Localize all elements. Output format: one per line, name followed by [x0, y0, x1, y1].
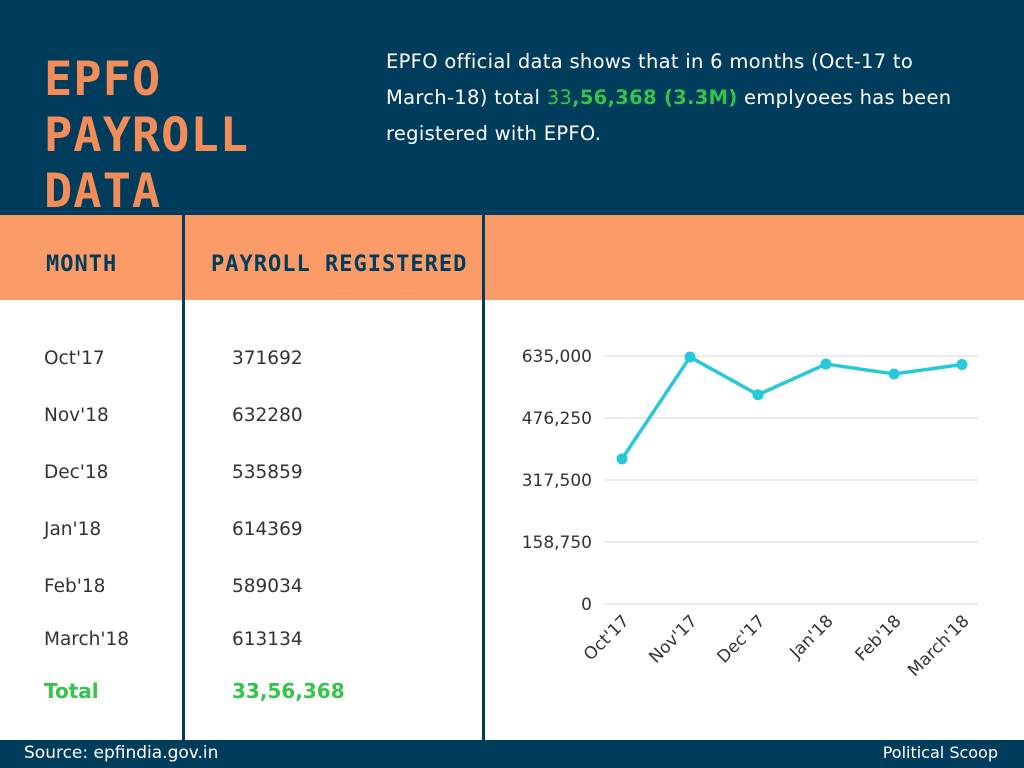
table-row-value: 535859 — [232, 462, 303, 483]
table-row-value: 371692 — [232, 348, 303, 369]
table-row-month: Dec'18 — [44, 462, 109, 483]
data-point — [684, 351, 696, 363]
column-header-band — [0, 215, 1024, 300]
table-row-month: Jan'18 — [44, 519, 102, 540]
table-row-month: Nov'18 — [44, 405, 109, 426]
summary-total-part2: ,56,368 (3.3M) — [572, 86, 738, 109]
table-row-month: Oct'17 — [44, 348, 105, 369]
summary-text-end: emplyoees has been registered with EPFO. — [386, 86, 952, 145]
page-title: EPFO PAYROLL DATA — [44, 52, 250, 219]
table-row-month: March'18 — [44, 629, 130, 650]
x-tick-label: Feb'18 — [852, 611, 906, 665]
y-tick-label: 476,250 — [522, 409, 592, 429]
source-text: Source: epfindia.gov.in — [24, 743, 219, 763]
x-tick-label: Dec'17 — [714, 611, 770, 667]
y-tick-label: 635,000 — [522, 347, 592, 367]
x-tick-label: Jan'18 — [786, 611, 838, 663]
table-row-value: 589034 — [232, 576, 303, 597]
payroll-column-header: PAYROLL REGISTERED — [211, 252, 468, 277]
y-tick-label: 317,500 — [522, 471, 592, 491]
data-point — [888, 368, 900, 380]
data-point — [820, 358, 832, 370]
data-point — [752, 389, 764, 401]
y-tick-label: 0 — [581, 595, 592, 615]
summary-total-part1: 33 — [546, 86, 573, 109]
footer-bar — [0, 740, 1024, 768]
total-label: Total — [44, 679, 99, 703]
y-tick-label: 158,750 — [522, 533, 592, 553]
table-row-value: 614369 — [232, 519, 303, 540]
column-divider-2 — [482, 215, 485, 740]
brand-text: Political Scoop — [882, 743, 998, 762]
x-tick-label: March'18 — [904, 611, 973, 680]
summary-text: EPFO official data shows that in 6 month… — [386, 44, 986, 152]
x-tick-label: Nov'17 — [645, 611, 701, 667]
table-row-value: 632280 — [232, 405, 303, 426]
data-point — [616, 453, 628, 465]
table-row-month: Feb'18 — [44, 576, 106, 597]
month-column-header: MONTH — [46, 252, 118, 277]
column-divider-1 — [182, 215, 185, 740]
summary-text-start: EPFO official data shows that in 6 month… — [386, 50, 914, 109]
x-tick-label: Oct'17 — [580, 611, 634, 665]
table-row-value: 613134 — [232, 629, 303, 650]
total-value: 33,56,368 — [232, 679, 345, 703]
data-point — [956, 359, 968, 371]
series-line — [620, 355, 963, 460]
header-banner: EPFO PAYROLL DATA EPFO official data sho… — [0, 0, 1024, 219]
